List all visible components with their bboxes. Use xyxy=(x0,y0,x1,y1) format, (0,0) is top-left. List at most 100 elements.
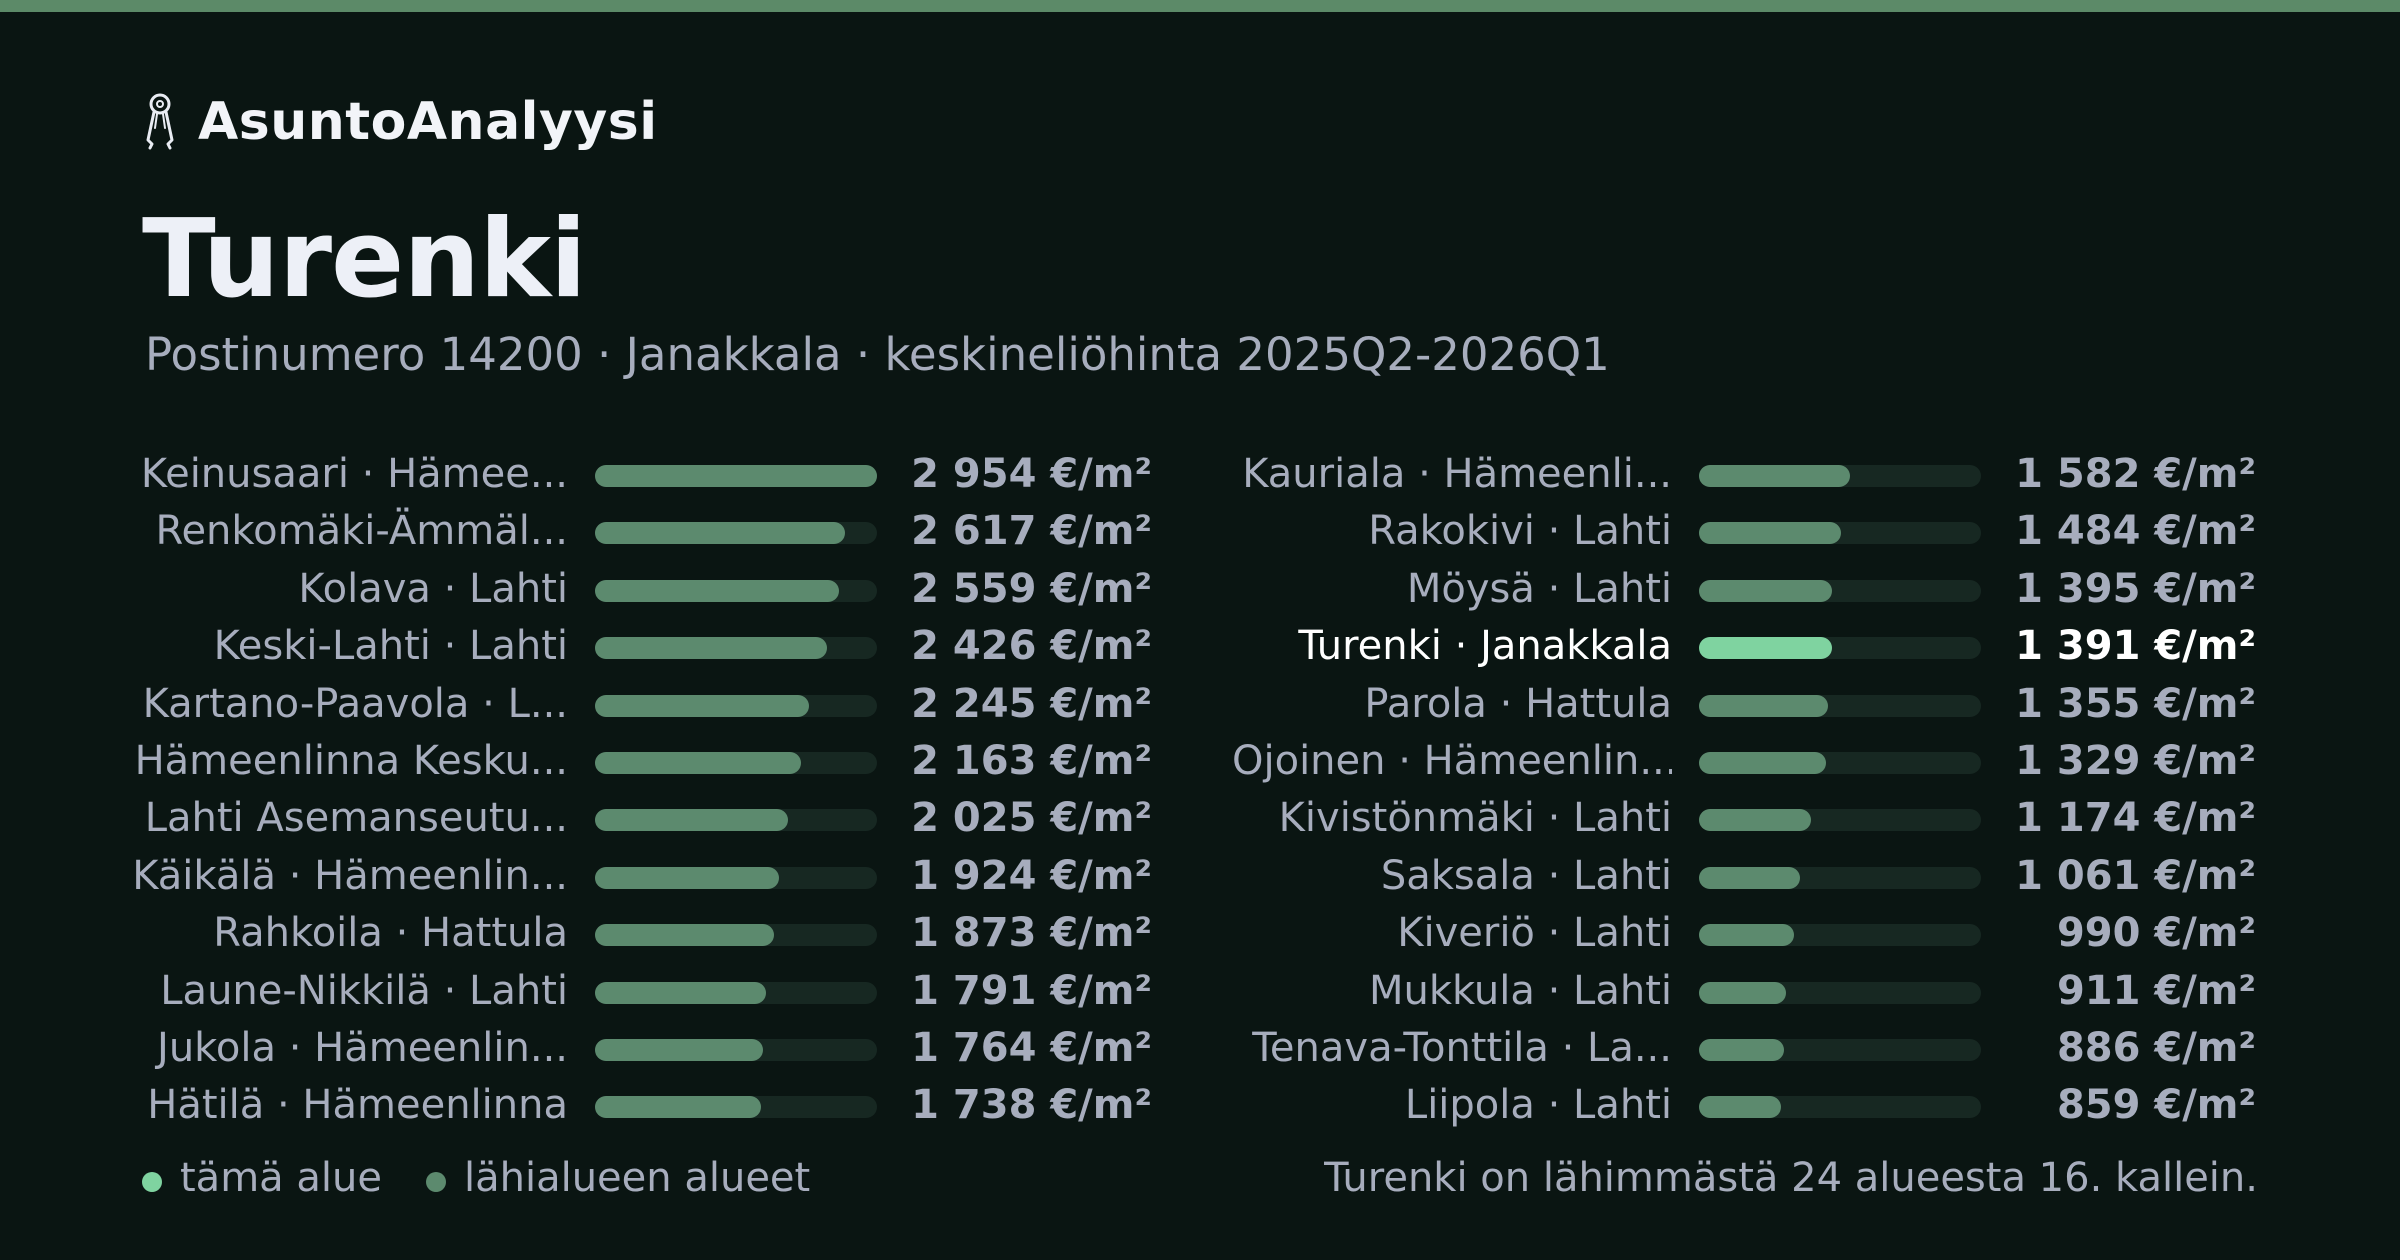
ranking-footnote: Turenki on lähimmästä 24 alueesta 16. ka… xyxy=(1324,1155,2258,1201)
bar-label: Renkomäki-Ämmäl... xyxy=(155,508,568,555)
bar-row: Kiveriö · Lahti 990 €/m² xyxy=(0,905,2400,962)
bar-label: Kolava · Lahti xyxy=(298,565,568,612)
bar-label: Rakokivi · Lahti xyxy=(1368,508,1672,555)
bar-track xyxy=(595,981,877,1004)
bar-track xyxy=(1699,1096,1981,1119)
bar-track xyxy=(1699,637,1981,660)
bar-track xyxy=(1699,465,1981,487)
bar-value-label: 886 €/m² xyxy=(2056,1025,2256,1071)
bar-track xyxy=(1699,522,1981,545)
bar-label: Liipola · Lahti xyxy=(1404,1082,1672,1129)
legend-this-area-dot xyxy=(142,1172,162,1192)
bar-row: Hämeenlinna Kesku... 2 163 €/m² xyxy=(0,733,2400,790)
bar-track xyxy=(595,637,877,660)
bar-value-label: 1 355 €/m² xyxy=(2015,680,2256,727)
bar xyxy=(1699,694,1828,717)
top-accent-bar xyxy=(0,0,2400,12)
bar-value-label: 2 559 €/m² xyxy=(911,565,1152,612)
bar-row: Lahti Asemanseutu... 2 025 €/m² xyxy=(0,790,2400,847)
bar-value-label: 1 061 €/m² xyxy=(2015,852,2256,899)
bar-row: Rahkoila · Hattula 1 873 €/m² xyxy=(0,905,2400,962)
bar xyxy=(1699,522,1841,545)
bar-label: Saksala · Lahti xyxy=(1380,852,1672,899)
bar xyxy=(595,866,779,889)
bar-track xyxy=(595,465,877,487)
bar-row: Renkomäki-Ämmäl... 2 617 €/m² xyxy=(0,503,2400,560)
bar-row: Keinusaari · Hämee... 2 954 €/m² xyxy=(0,446,2400,503)
bar-value-label: 1 174 €/m² xyxy=(2015,795,2256,842)
bar-value-label: 2 245 €/m² xyxy=(911,680,1152,727)
bar xyxy=(1699,924,1794,947)
bar-row: Hätilä · Hämeenlinna 1 738 €/m² xyxy=(0,1077,2400,1134)
bar-value-label: 1 329 €/m² xyxy=(2015,738,2256,784)
bar-row: Rakokivi · Lahti 1 484 €/m² xyxy=(0,503,2400,560)
bar-label: Hämeenlinna Kesku... xyxy=(134,738,568,784)
bar-label: Kartano-Paavola · L... xyxy=(142,680,568,727)
bar xyxy=(595,522,845,545)
bar-label: Keski-Lahti · Lahti xyxy=(213,623,568,670)
bar-track xyxy=(595,866,877,889)
bar-row: Kartano-Paavola · L... 2 245 €/m² xyxy=(0,676,2400,733)
bar-value-label: 1 924 €/m² xyxy=(911,852,1152,899)
legend-this-area-label: tämä alue xyxy=(180,1155,382,1201)
bar-row: Kivistönmäki · Lahti 1 174 €/m² xyxy=(0,790,2400,847)
bar xyxy=(1699,809,1811,832)
brand: AsuntoAnalyysi xyxy=(140,90,658,154)
bar-track xyxy=(1699,866,1981,889)
bar xyxy=(595,579,839,602)
bar-value-label: 2 163 €/m² xyxy=(911,738,1152,784)
bar-label: Kivistönmäki · Lahti xyxy=(1278,795,1672,842)
legend-nearby-dot xyxy=(425,1172,446,1192)
bar-track xyxy=(1699,1039,1981,1061)
bar-track xyxy=(1699,752,1981,774)
bar xyxy=(1699,1039,1784,1061)
bar-value-label: 1 484 €/m² xyxy=(2015,508,2256,555)
bar-value-label: 2 426 €/m² xyxy=(911,623,1152,670)
bar-label: Rahkoila · Hattula xyxy=(213,910,568,957)
bar-track xyxy=(1699,981,1981,1004)
bar-track xyxy=(595,522,877,545)
bar xyxy=(1699,1096,1781,1119)
bar-value-label: 2 025 €/m² xyxy=(911,795,1152,842)
bar-row: Saksala · Lahti 1 061 €/m² xyxy=(0,848,2400,905)
bar-track xyxy=(1699,579,1981,602)
bar-current-area xyxy=(1699,637,1832,660)
bar-row: Parola · Hattula 1 355 €/m² xyxy=(0,676,2400,733)
bar-value-label: 1 391 €/m² xyxy=(2015,623,2256,670)
bar-track xyxy=(595,752,877,774)
bar xyxy=(595,752,801,774)
bar-value-label: 1 873 €/m² xyxy=(911,910,1152,957)
bar xyxy=(595,694,809,717)
bar xyxy=(595,981,766,1004)
bar-track xyxy=(595,694,877,717)
bar-value-label: 2 954 €/m² xyxy=(911,451,1152,497)
bar-row: Jukola · Hämeenlin... 1 764 €/m² xyxy=(0,1020,2400,1077)
bar-value-label: 911 €/m² xyxy=(2056,967,2256,1014)
bar-label: Laune-Nikkilä · Lahti xyxy=(160,967,568,1014)
bar-track xyxy=(595,924,877,947)
bar-label: Keinusaari · Hämee... xyxy=(140,451,568,497)
bar xyxy=(595,809,788,832)
bar xyxy=(595,1096,761,1119)
bar-row: Kauriala · Hämeenli... 1 582 €/m² xyxy=(0,446,2400,503)
bar xyxy=(1699,981,1786,1004)
bar-label: Parola · Hattula xyxy=(1364,680,1672,727)
bar-value-label: 1 791 €/m² xyxy=(911,967,1152,1014)
keys-icon xyxy=(146,93,174,150)
bar-track xyxy=(595,1039,877,1061)
bar-row: Möysä · Lahti 1 395 €/m² xyxy=(0,561,2400,618)
bar-value-label: 990 €/m² xyxy=(2056,910,2256,957)
bar-value-label: 859 €/m² xyxy=(2056,1082,2256,1129)
bar-track xyxy=(595,1096,877,1119)
bar-label: Tenava-Tonttila · La... xyxy=(1252,1025,1672,1071)
bar-row: Ojoinen · Hämeenlin... 1 329 €/m² xyxy=(0,733,2400,790)
bar xyxy=(1699,752,1826,774)
bar-label: Hätilä · Hämeenlinna xyxy=(147,1082,568,1129)
bar-row-current-area: Turenki · Janakkala 1 391 €/m² xyxy=(0,618,2400,675)
bar xyxy=(595,465,877,487)
bar-track xyxy=(1699,809,1981,832)
bar xyxy=(595,1039,763,1061)
legend-nearby-label: lähialueen alueet xyxy=(463,1155,811,1201)
bar-row: Tenava-Tonttila · La... 886 €/m² xyxy=(0,1020,2400,1077)
bar xyxy=(595,637,827,660)
